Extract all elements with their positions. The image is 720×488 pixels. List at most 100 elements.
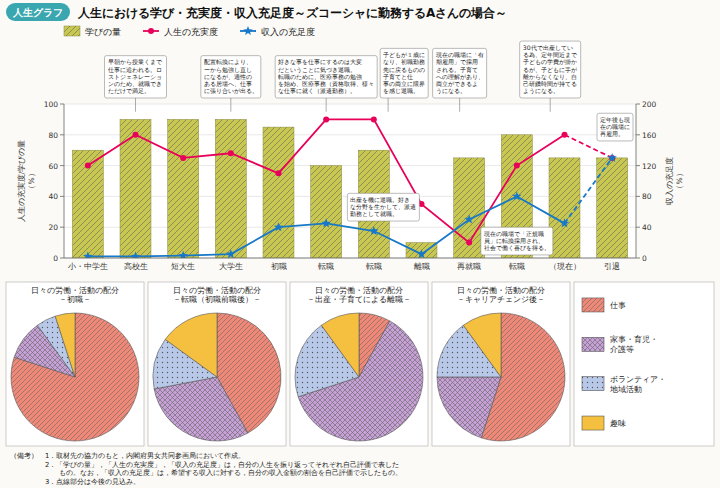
footnote: 2．「学びの量」，「人生の充実度」，「収入の充足度」は，自分の人生を振り返ってそ… xyxy=(10,461,399,469)
annotation-box xyxy=(481,227,553,255)
annotation-leader xyxy=(459,98,460,112)
text-line: 仕事に追われる。ロ xyxy=(107,66,162,73)
legend-swatch xyxy=(582,298,604,312)
text-line: （%） xyxy=(675,169,684,192)
text-line: 日々の労働・活動の配分 xyxy=(173,286,261,295)
x-tick-label: 大学生 xyxy=(219,262,243,271)
pie-title: 日々の労働・活動の配分－転職（初職前職後）－ xyxy=(173,286,261,304)
annotations: 早朝から授業くまで仕事に追われる。ロストジェネレーションのため、就職できただけで… xyxy=(105,41,634,255)
pie-slice xyxy=(463,313,501,377)
text-line: ーから勉強し直し xyxy=(204,66,252,73)
pie-panel-box xyxy=(6,282,144,446)
y-tick-label: 100 xyxy=(44,100,59,109)
text-line: ボランティア・ xyxy=(610,375,666,384)
y2-tick-label: 200 xyxy=(642,100,657,109)
series-marker xyxy=(514,163,520,169)
annotation-leader xyxy=(550,98,551,112)
text-line: ストジェネレーショ xyxy=(108,73,162,80)
text-line: －初職－ xyxy=(59,295,91,304)
text-line: 家事・育児・ xyxy=(610,335,658,344)
y2-tick-label: 160 xyxy=(642,131,657,140)
y-tick-label: 80 xyxy=(48,131,58,140)
annotation: 出産を機に退職。好きな分野を生かして、派遣勤務として就職。 xyxy=(347,193,419,221)
series-marker xyxy=(607,153,617,162)
y2-tick xyxy=(636,196,640,197)
annotation: 定年後も現在の職場に再雇用。 xyxy=(597,113,633,141)
pie-legend-box xyxy=(574,282,714,446)
pie-slice xyxy=(55,313,75,377)
text-line: 転職のために、医療事務の勉強 xyxy=(278,73,362,80)
x-tick-label: 転職 xyxy=(366,262,382,271)
pie-legend: 仕事家事・育児・介護等ボランティア・地域活動趣味 xyxy=(574,282,714,446)
y2-axis-line xyxy=(636,104,637,258)
series-marker xyxy=(466,240,472,246)
text-line: －転職（初職前職後）－ xyxy=(173,295,261,304)
annotation: 30代で出産している為、定年間近まで子どもの学費が掛かるが、子どもに手が離からな… xyxy=(520,41,581,98)
legend-label: ボランティア・地域活動 xyxy=(609,375,666,394)
text-line: に張り合いが出る。 xyxy=(204,87,258,94)
text-line: るが、子どもに手が xyxy=(523,66,578,73)
legend-label: 仕事 xyxy=(610,301,626,310)
series-marker xyxy=(276,170,282,176)
x-tick-label: 高校生 xyxy=(124,262,148,271)
series-marker xyxy=(562,132,568,138)
text-line: を感じ退職。 xyxy=(383,87,419,94)
series-marker xyxy=(274,222,284,231)
annotation-text: 現在の職場で「正規職員」に転換採用され、社会で働く喜びを得る。 xyxy=(484,230,550,253)
annotation-box xyxy=(105,56,167,98)
y-tick xyxy=(60,258,64,259)
annotation-text: 現在の職場に「有期雇用」で採用される。子育てへの理解があり、両立ができるようにな… xyxy=(436,51,484,96)
text-line: 子どもの学費が掛か xyxy=(523,58,577,65)
text-line: 己研鑽時間が持てる xyxy=(523,80,577,87)
text-line: 趣味 xyxy=(610,419,626,428)
y2-tick-label: 40 xyxy=(642,223,652,232)
text-line: 介護等 xyxy=(610,345,634,354)
series-line xyxy=(565,158,613,223)
text-line: 日々の労働・活動の配分 xyxy=(457,286,545,295)
pie-slice xyxy=(321,313,359,377)
series-marker xyxy=(369,226,379,235)
annotation: 子どもが１歳になり、初職勤務先に戻るものの子育てと仕事の両立に限界を感じ退職。 xyxy=(380,48,428,98)
y-tick xyxy=(60,134,64,135)
annotation: 現在の職場に「有期雇用」で採用される。子育てへの理解があり、両立ができるようにな… xyxy=(433,48,487,98)
pie-title: 日々の労働・活動の配分－初職－ xyxy=(31,286,119,304)
footnote: もの。なお，「収入の充足度」は，希望する収入に対する，自分の収入金額の割合を自己… xyxy=(10,469,402,477)
plot-area xyxy=(72,116,627,258)
legend-item: 人生の充実度 xyxy=(143,27,218,37)
y2-tick-label: 0 xyxy=(642,254,647,263)
annotation: 配置転換により、ーから勉強し直しになるが、適性のある居場へ、仕事に張り合いが出る… xyxy=(201,56,261,98)
annotation-text: 早朝から授業くまで仕事に追われる。ロストジェネレーションのため、就職できただけで… xyxy=(107,58,163,95)
text-line: 収入の充足度 xyxy=(665,157,674,205)
legend-label: 家事・育児・介護等 xyxy=(610,335,658,354)
x-axis-line xyxy=(64,258,636,259)
pie-panel: 日々の労働・活動の配分－転職（初職前職後）－ xyxy=(148,282,286,446)
bar xyxy=(454,158,485,258)
text-line: 社会で働く喜びを得る。 xyxy=(484,244,550,252)
annotation-box xyxy=(201,56,261,98)
text-line: 30代で出産してい xyxy=(523,44,573,51)
annotation-text: 好きな事を仕事にするのは大変だということに気づき退職。転職のために、医療事務の勉… xyxy=(278,58,374,95)
text-line: －キャリアチェンジ後－ xyxy=(457,295,545,304)
series-marker xyxy=(226,249,236,258)
text-line: 仕事 xyxy=(610,301,626,310)
text-line: ただけで満足。 xyxy=(108,87,150,95)
series-marker xyxy=(85,163,91,169)
series-marker xyxy=(417,249,427,258)
text-line: 現在の職場で「正規職 xyxy=(484,230,544,237)
y-tick-label: 20 xyxy=(48,223,58,232)
legend-item: 収入の充足度 xyxy=(240,26,315,37)
text-line: 日々の労働・活動の配分 xyxy=(315,286,403,295)
text-line: な仕事に就く（派遣勤務）。 xyxy=(278,87,356,95)
pie-slice xyxy=(11,313,139,441)
series-marker xyxy=(321,218,331,227)
y-tick xyxy=(60,196,64,197)
annotation-leader xyxy=(230,98,231,112)
text-line: 配置転換により、 xyxy=(204,58,252,65)
footnote: （備考） 1．取材先の協力のもと，内閣府男女共同参画局において作成。 xyxy=(10,452,245,460)
annotation-box xyxy=(347,193,419,221)
text-line: 地域活動 xyxy=(609,385,642,394)
pie-title: 日々の労働・活動の配分－キャリアチェンジ後－ xyxy=(457,286,545,304)
annotation-text: 出産を機に退職。好きな分野を生かして、派遣勤務として就職。 xyxy=(350,196,416,218)
title: 人生における学び・充実度・収入充足度～ズコーシャに勤務するAさんの場合～ xyxy=(77,6,507,20)
legend-swatch xyxy=(582,377,604,391)
